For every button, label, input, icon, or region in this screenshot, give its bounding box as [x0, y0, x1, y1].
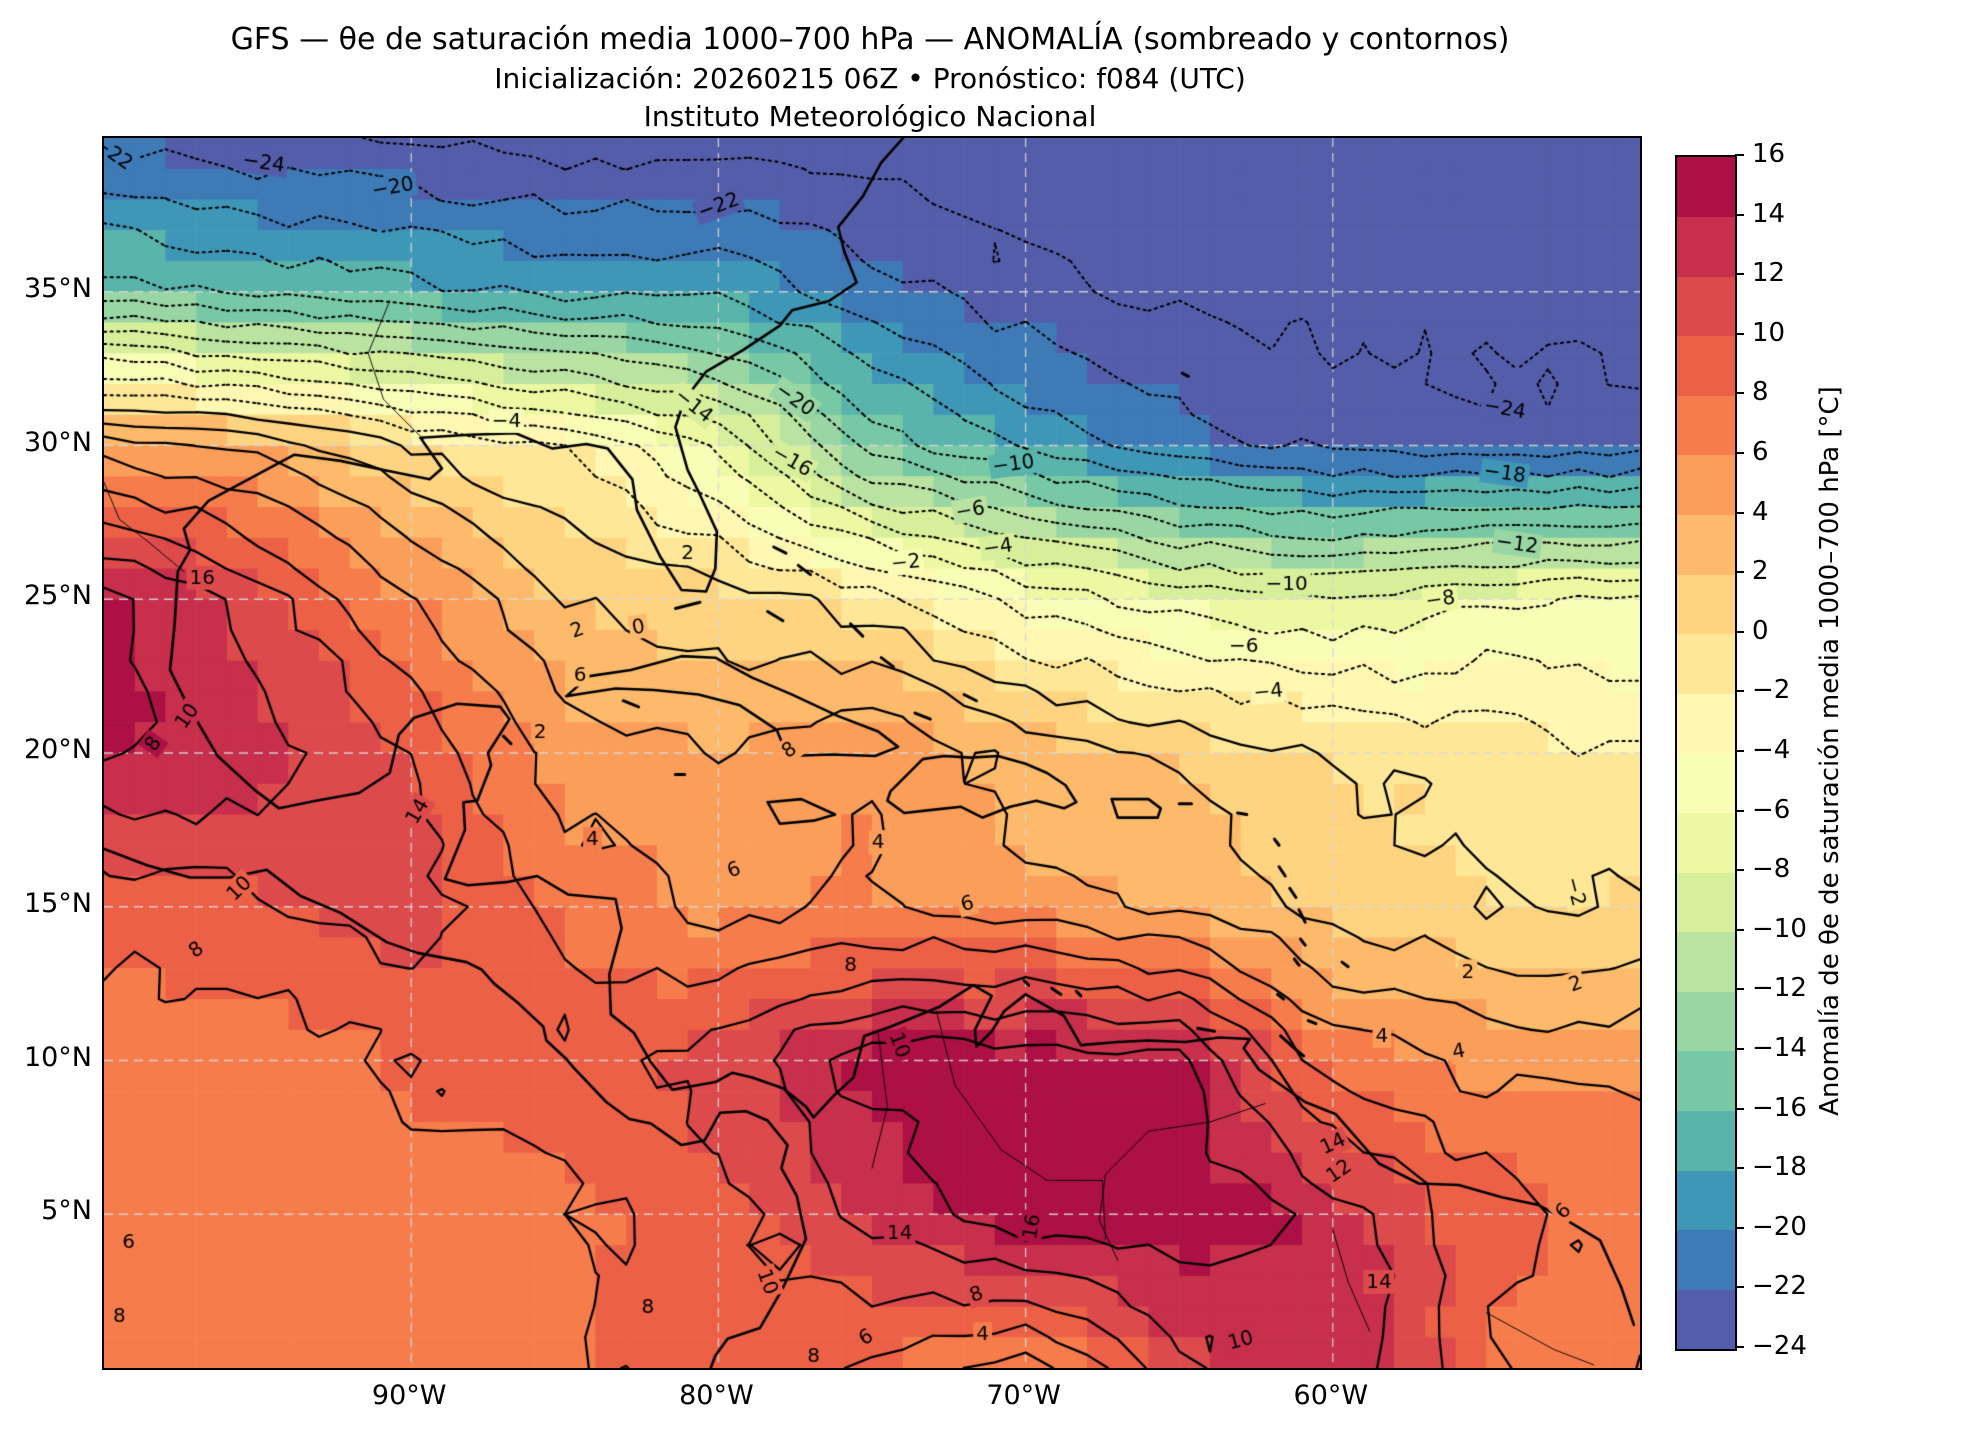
- colorbar-tick: [1735, 630, 1744, 633]
- colorbar-tick: [1735, 392, 1744, 395]
- colorbar-tick: [1735, 690, 1744, 693]
- figure-subtitle: Inicialización: 20260215 06Z • Pronóstic…: [494, 62, 1246, 95]
- colorbar-band: [1677, 395, 1735, 456]
- colorbar-tick-label: −10: [1752, 913, 1807, 944]
- colorbar-band: [1677, 931, 1735, 992]
- colorbar-band: [1677, 1051, 1735, 1112]
- lon-tick-label: 90°W: [371, 1380, 447, 1411]
- colorbar-band: [1677, 455, 1735, 516]
- lat-tick-label: 10°N: [23, 1041, 92, 1073]
- colorbar-tick: [1735, 332, 1744, 335]
- colorbar-tick-label: −24: [1752, 1331, 1807, 1361]
- colorbar-tick-label: −8: [1752, 854, 1791, 885]
- colorbar-band: [1677, 514, 1735, 575]
- colorbar-band: [1677, 1289, 1735, 1350]
- lat-tick-label: 15°N: [23, 887, 92, 919]
- colorbar-tick: [1735, 1167, 1744, 1170]
- colorbar-tick: [1735, 1226, 1744, 1229]
- lon-tick-label: 80°W: [679, 1380, 754, 1411]
- colorbar-band: [1677, 693, 1735, 754]
- colorbar-tick-label: −20: [1752, 1211, 1807, 1242]
- colorbar-tick-label: −2: [1752, 675, 1791, 706]
- colorbar-tick: [1735, 571, 1744, 574]
- colorbar-tick: [1735, 988, 1744, 991]
- lon-tick-label: 60°W: [1293, 1380, 1369, 1411]
- colorbar-tick-label: 2: [1752, 556, 1769, 587]
- colorbar-tick-label: 14: [1752, 198, 1786, 229]
- colorbar-band: [1677, 812, 1735, 873]
- colorbar: [1675, 155, 1737, 1351]
- colorbar-band: [1677, 216, 1735, 277]
- colorbar-tick-label: −4: [1752, 735, 1791, 765]
- colorbar-tick-label: −16: [1752, 1092, 1807, 1123]
- colorbar-band: [1677, 991, 1735, 1052]
- colorbar-band: [1677, 574, 1735, 635]
- colorbar-tick-label: 6: [1752, 437, 1769, 467]
- colorbar-band: [1677, 753, 1735, 814]
- colorbar-tick-label: 8: [1752, 377, 1769, 408]
- figure-institution: Instituto Meteorológico Nacional: [643, 100, 1097, 133]
- colorbar-band: [1677, 1170, 1735, 1231]
- colorbar-tick-label: −18: [1752, 1152, 1807, 1183]
- lat-tick-label: 20°N: [23, 734, 92, 765]
- colorbar-tick-label: −22: [1752, 1271, 1807, 1302]
- colorbar-tick-label: 10: [1752, 317, 1786, 348]
- colorbar-axis-label: Anomalía de θe de saturación media 1000–…: [1815, 386, 1845, 1116]
- colorbar-tick: [1735, 1346, 1744, 1348]
- colorbar-tick: [1735, 1048, 1744, 1050]
- colorbar-tick: [1735, 213, 1744, 216]
- colorbar-band: [1677, 1110, 1735, 1171]
- lon-tick-label: 70°W: [986, 1380, 1061, 1411]
- colorbar-tick: [1735, 928, 1744, 931]
- lat-tick-label: 30°N: [23, 426, 92, 458]
- colorbar-tick: [1735, 154, 1744, 156]
- colorbar-tick: [1735, 273, 1744, 276]
- colorbar-tick-label: −12: [1752, 973, 1807, 1004]
- colorbar-tick: [1735, 1286, 1744, 1289]
- colorbar-tick-label: −6: [1752, 794, 1791, 825]
- lat-tick-label: 5°N: [41, 1195, 92, 1227]
- colorbar-tick: [1735, 750, 1744, 752]
- colorbar-tick-label: 12: [1752, 258, 1786, 289]
- colorbar-tick-label: −14: [1752, 1033, 1807, 1063]
- colorbar-tick: [1735, 1107, 1744, 1110]
- colorbar-tick: [1735, 809, 1744, 812]
- colorbar-band: [1677, 633, 1735, 694]
- colorbar-tick: [1735, 869, 1744, 872]
- lat-tick-label: 35°N: [23, 272, 92, 304]
- colorbar-band: [1677, 1229, 1735, 1290]
- colorbar-band: [1677, 872, 1735, 933]
- figure-title: GFS — θe de saturación media 1000–700 hP…: [230, 22, 1510, 57]
- anomaly-map-canvas: [102, 136, 1642, 1370]
- colorbar-band: [1677, 276, 1735, 337]
- colorbar-band: [1677, 157, 1735, 218]
- colorbar-tick-label: 4: [1752, 496, 1769, 527]
- colorbar-tick: [1735, 452, 1744, 454]
- colorbar-tick-label: 0: [1752, 615, 1769, 646]
- lat-tick-label: 25°N: [23, 580, 92, 612]
- colorbar-tick-label: 16: [1752, 139, 1786, 169]
- colorbar-tick: [1735, 511, 1744, 514]
- colorbar-band: [1677, 335, 1735, 396]
